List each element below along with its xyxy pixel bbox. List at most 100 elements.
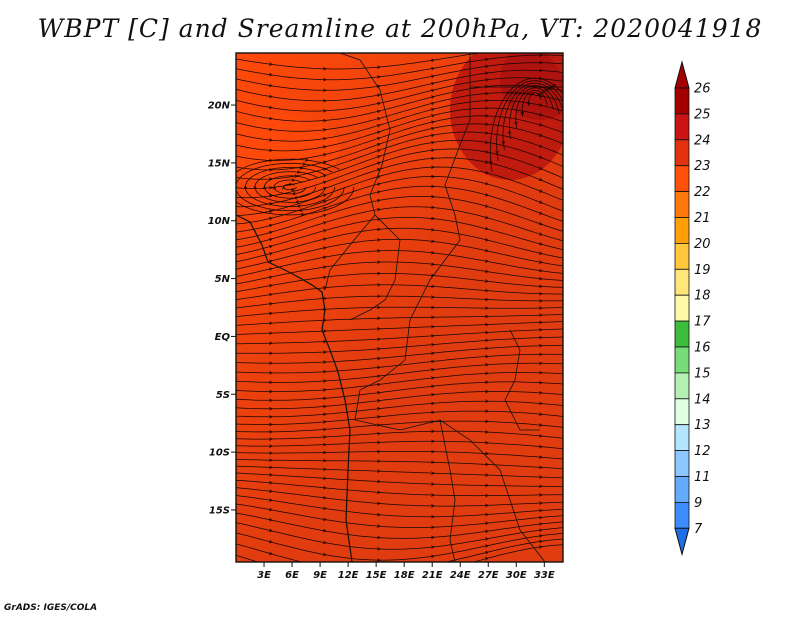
streamline-arrow <box>539 68 543 73</box>
streamline-arrow <box>431 205 435 210</box>
streamline <box>273 179 307 195</box>
colorbar-label: 24 <box>694 133 711 148</box>
streamline-arrow <box>539 475 543 479</box>
streamline-arrow <box>269 284 273 288</box>
streamline-arrow <box>485 288 489 293</box>
colorbar-label: 13 <box>694 418 711 433</box>
streamline-arrow <box>323 467 327 472</box>
streamline-arrow <box>542 89 546 94</box>
streamline <box>236 336 563 354</box>
streamline-arrow <box>485 150 489 154</box>
streamline-arrow <box>514 91 519 95</box>
streamline-arrow <box>269 406 273 411</box>
streamline-arrow <box>322 552 327 557</box>
streamline-arrow <box>538 260 543 264</box>
colorbar: 26 25 24 23 22 21 20 19 18 17 16 15 14 13 12 11 9 7 <box>674 60 711 557</box>
streamline <box>236 139 563 189</box>
streamline <box>236 69 563 102</box>
streamline-arrow <box>539 522 543 526</box>
streamline-arrow <box>269 230 273 235</box>
x-tick-label: 15E <box>366 570 387 581</box>
streamline-arrow <box>269 223 273 228</box>
streamline-arrow <box>302 162 307 166</box>
streamline-arrow <box>269 321 273 326</box>
streamline <box>236 522 563 550</box>
streamline-arrow <box>377 117 381 121</box>
streamline-arrow <box>539 313 543 317</box>
colorbar-label: 18 <box>694 289 711 304</box>
streamline-arrow <box>323 329 327 333</box>
streamline-arrow <box>431 174 435 179</box>
streamline-arrow <box>485 84 489 89</box>
colorbar-swatch <box>674 501 690 529</box>
streamline-arrow <box>538 144 543 148</box>
streamline <box>236 196 563 241</box>
streamline-arrow <box>243 185 248 189</box>
streamline-arrow <box>539 380 543 385</box>
x-tick-label: 12E <box>338 570 359 581</box>
streamline-arrow <box>376 155 381 159</box>
streamline-arrow <box>518 91 523 95</box>
streamline-arrow <box>290 187 295 192</box>
streamline-arrow <box>526 91 531 96</box>
streamline-arrow <box>539 515 543 520</box>
y-axis: 20N 15N 10N 5N EQ 5S 10S 15S <box>208 101 236 516</box>
colorbar-label: 21 <box>694 211 711 226</box>
streamline-arrow <box>431 239 435 244</box>
streamline-arrow <box>377 407 381 411</box>
streamline-arrow <box>323 450 327 455</box>
streamline <box>236 123 563 171</box>
streamline-arrow <box>323 496 327 500</box>
streamline-arrow <box>538 155 543 159</box>
colorbar-swatch <box>674 346 690 374</box>
colorbar-label: 17 <box>694 315 711 330</box>
country-border <box>439 419 456 562</box>
streamline-arrow <box>269 216 273 221</box>
x-tick-label: 18E <box>394 570 415 581</box>
streamline-arrow <box>538 211 543 215</box>
streamline <box>236 261 563 285</box>
streamline-arrow <box>539 501 543 505</box>
colorbar-swatch <box>674 113 690 141</box>
streamline-arrow <box>485 521 489 526</box>
streamline-arrow <box>538 200 543 204</box>
streamline-arrow <box>485 122 489 126</box>
streamline-arrow <box>506 90 511 95</box>
streamline <box>236 238 563 270</box>
streamline-arrow <box>269 341 273 346</box>
colorbar-label: 25 <box>694 107 711 122</box>
streamline-arrow <box>431 295 435 299</box>
streamline-arrow <box>269 458 273 462</box>
streamline-arrow <box>431 156 435 161</box>
streamline-arrow <box>236 185 238 189</box>
colorbar-swatch <box>674 191 690 218</box>
streamline-arrow <box>431 66 435 71</box>
streamline-arrow <box>431 460 435 465</box>
grads-credit: GrADS: IGES/COLA <box>4 603 98 613</box>
streamline-arrow <box>269 371 273 375</box>
streamline-arrow <box>485 371 489 376</box>
streamline-arrow <box>323 476 327 481</box>
streamline-arrow <box>430 133 435 138</box>
colorbar-swatch <box>674 372 690 400</box>
streamline-arrow <box>291 191 296 196</box>
streamline <box>528 92 542 107</box>
streamline-arrow <box>323 396 327 401</box>
streamline-arrow <box>269 259 273 263</box>
y-tick-label: 20N <box>208 101 231 112</box>
streamline-arrow <box>539 455 543 459</box>
streamline-arrow <box>539 423 543 427</box>
streamline-arrow <box>323 420 327 424</box>
streamline-arrow <box>323 442 327 447</box>
streamline <box>236 176 563 225</box>
wbpt-warm-patches <box>236 53 563 185</box>
streamline <box>236 217 563 256</box>
streamline-arrow <box>323 98 327 103</box>
streamline <box>236 227 563 263</box>
streamline-arrow <box>377 65 381 69</box>
chart-title: WBPT [C] and Sreamline at 200hPa, VT: 20… <box>37 14 763 43</box>
streamline-arrow <box>431 525 435 530</box>
streamline-arrow <box>293 195 298 200</box>
streamline-arrow <box>484 160 489 164</box>
streamline-arrow <box>485 550 489 555</box>
